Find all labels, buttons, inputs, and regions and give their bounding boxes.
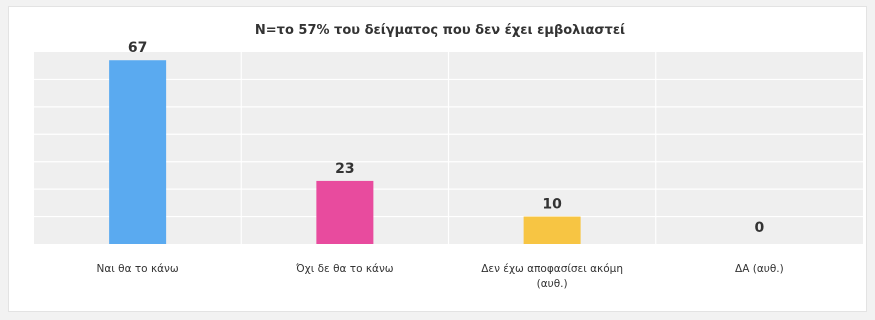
bars (109, 60, 581, 244)
bar (109, 60, 167, 244)
value-label: 67 (128, 40, 147, 56)
value-labels: 67 23 10 0 (128, 40, 765, 236)
value-label: 23 (335, 161, 354, 177)
category-label: Ναι θα το κάνω (97, 263, 179, 275)
category-label: Δεν έχω αποφασίσει ακόμη (481, 263, 623, 275)
category-labels: Ναι θα το κάνω Όχι δε θα το κάνω Δεν έχω α… (97, 263, 784, 290)
category-label: (αυθ.) (537, 278, 568, 290)
gridlines (34, 52, 863, 244)
bar (316, 180, 374, 244)
value-label: 0 (755, 220, 765, 236)
category-label: Όχι δε θα το κάνω (295, 263, 394, 275)
value-label: 10 (542, 197, 562, 213)
category-label: ΔΑ (αυθ.) (735, 263, 784, 275)
chart-title: N=το 57% του δείγματος που δεν έχει εμβο… (255, 23, 625, 38)
bar (523, 216, 581, 244)
